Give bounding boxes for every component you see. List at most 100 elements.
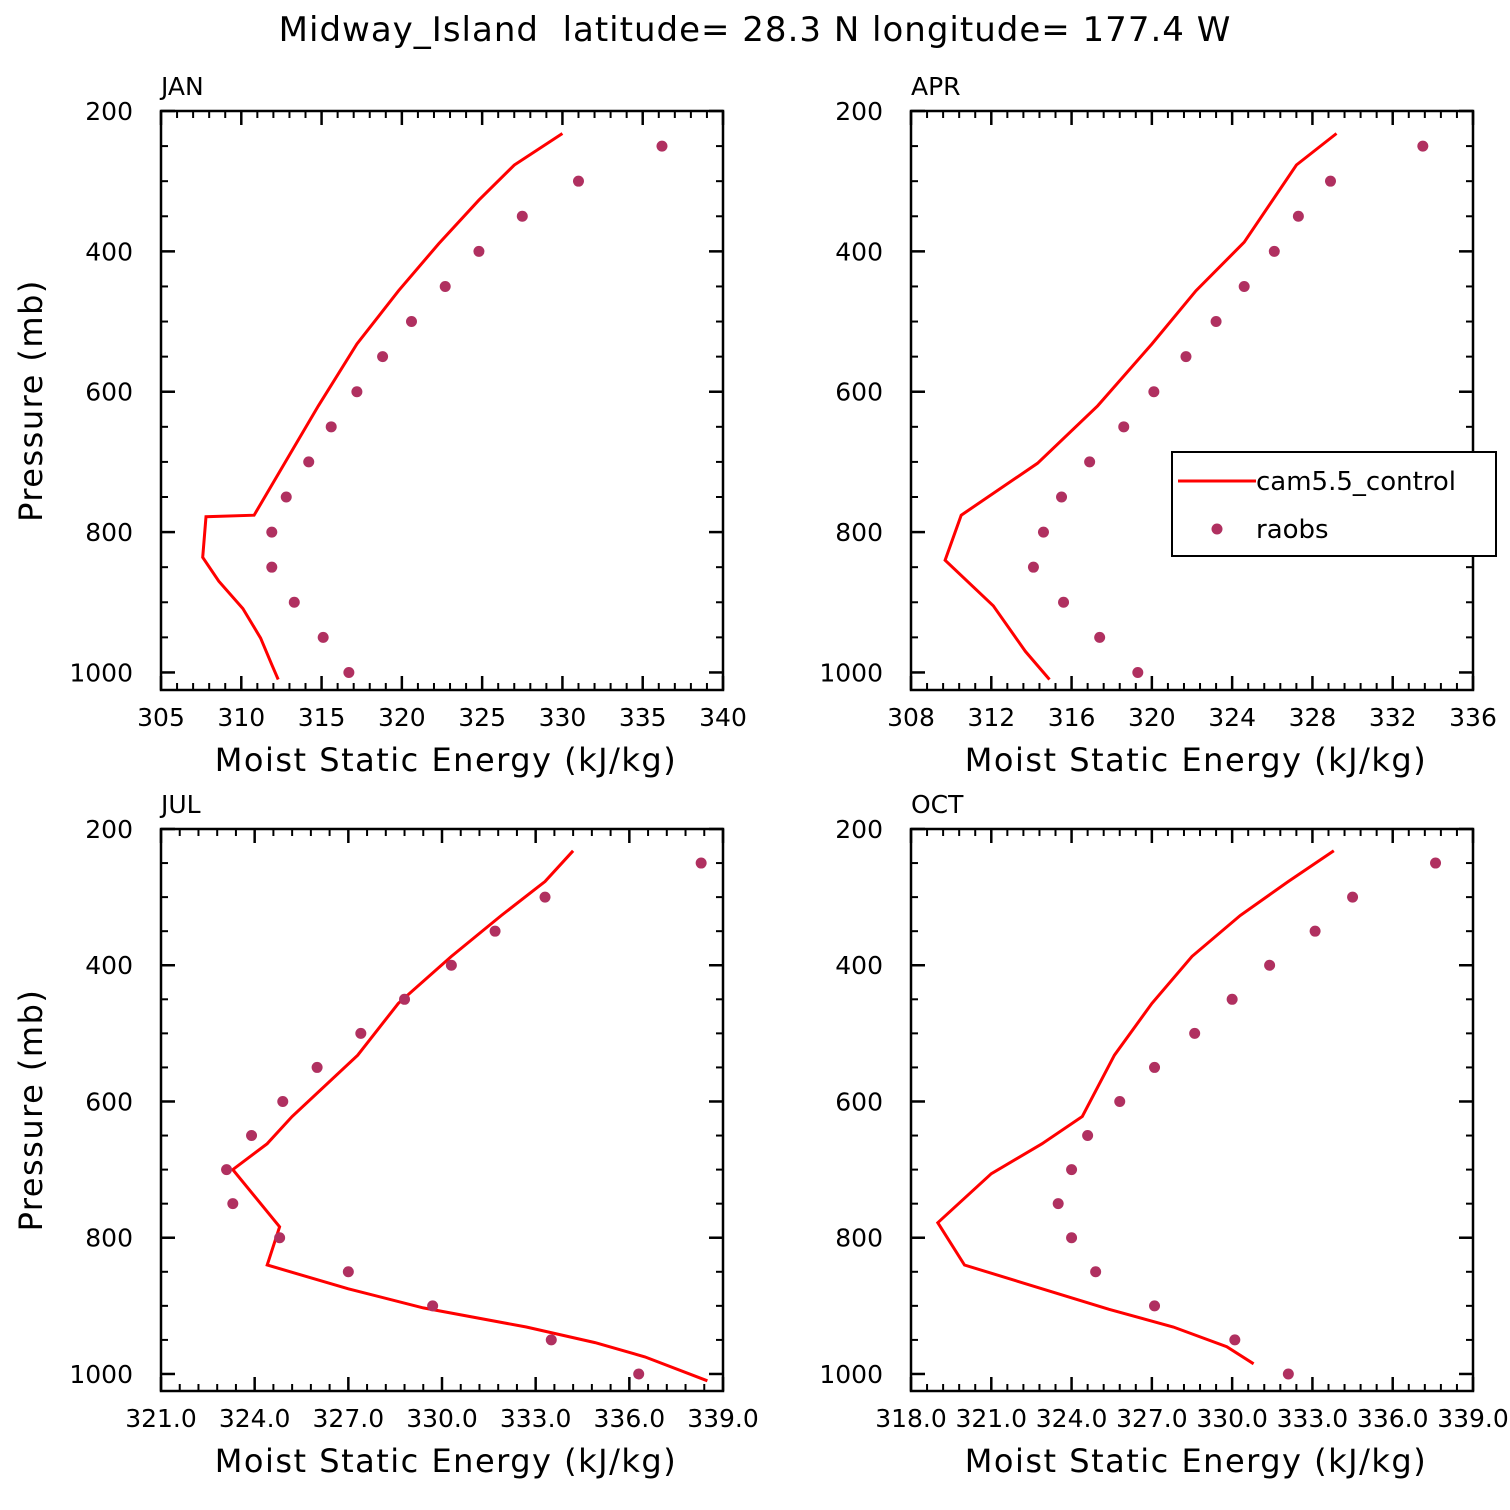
data-point-raobs <box>1027 561 1039 573</box>
plot-frame <box>909 827 1475 1393</box>
data-point-raobs <box>489 925 501 937</box>
data-point-raobs <box>1264 959 1276 971</box>
series-line-cam5.5_control <box>935 849 1335 1366</box>
data-point-raobs <box>1292 210 1304 222</box>
data-point-raobs <box>227 1198 239 1210</box>
x-tick-label: 305 <box>137 703 185 732</box>
data-point-raobs <box>343 666 355 678</box>
figure-title: Midway_Island latitude= 28.3 N longitude… <box>278 10 1232 50</box>
x-tick-label: 339.0 <box>687 1404 759 1433</box>
panel-apr: 308 312 316 320 324 328 332 336 200 400 600 800 1000… <box>819 72 1497 779</box>
x-axis-label: Moist Static Energy (kJ/kg) <box>965 1442 1427 1480</box>
data-point-raobs <box>1210 316 1222 328</box>
series-line-cam5.5_control <box>230 849 708 1383</box>
x-tick-label: 327.0 <box>1116 1404 1188 1433</box>
x-tick-label: 312 <box>967 703 1015 732</box>
y-tick-label: 800 <box>85 1224 133 1253</box>
series-line-cam5.5_control <box>201 132 564 681</box>
x-tick-label: 308 <box>887 703 935 732</box>
panel-jan: 305 310 315 320 325 330 335 340 200 400 600 800 1000… <box>12 72 747 779</box>
data-point-raobs <box>317 631 329 643</box>
data-point-raobs <box>1094 631 1106 643</box>
x-axis-label: Moist Static Energy (kJ/kg) <box>215 741 677 779</box>
data-point-raobs <box>1189 1027 1201 1039</box>
data-point-raobs <box>427 1300 439 1312</box>
data-point-raobs <box>1052 1198 1064 1210</box>
data-point-raobs <box>1058 596 1070 608</box>
y-tick-label: 1000 <box>69 1360 133 1389</box>
data-point-raobs <box>1226 993 1238 1005</box>
x-tick-label: 335 <box>619 703 667 732</box>
y-tick-label: 200 <box>85 97 133 126</box>
x-tick-label: 336 <box>1449 703 1497 732</box>
x-tick-label: 324.0 <box>1036 1404 1108 1433</box>
data-point-raobs <box>1149 1061 1161 1073</box>
data-point-raobs <box>274 1232 286 1244</box>
data-point-raobs <box>1114 1095 1126 1107</box>
data-point-raobs <box>288 596 300 608</box>
y-tick-label: 800 <box>835 518 883 547</box>
panel-label: JUL <box>159 790 201 819</box>
data-point-raobs <box>303 456 315 468</box>
x-tick-label: 316 <box>1048 703 1096 732</box>
data-point-raobs <box>439 280 451 292</box>
x-tick-label: 321.0 <box>955 1404 1027 1433</box>
data-point-raobs <box>405 316 417 328</box>
data-point-raobs <box>1066 1232 1078 1244</box>
y-tick-label: 200 <box>85 815 133 844</box>
y-tick-label: 800 <box>835 1224 883 1253</box>
y-tick-label: 400 <box>85 951 133 980</box>
data-point-raobs <box>473 245 485 257</box>
y-tick-label: 400 <box>835 237 883 266</box>
data-point-raobs <box>1148 386 1160 398</box>
x-tick-label: 324.0 <box>219 1404 291 1433</box>
data-point-raobs <box>516 210 528 222</box>
series-line-cam5.5_control <box>943 132 1338 681</box>
data-point-raobs <box>277 1095 289 1107</box>
x-tick-label: 320 <box>378 703 426 732</box>
data-point-raobs <box>311 1061 323 1073</box>
x-tick-label: 330.0 <box>406 1404 478 1433</box>
legend-label: cam5.5_control <box>1256 467 1456 497</box>
data-point-raobs <box>1268 245 1280 257</box>
plot-frame <box>159 109 725 692</box>
x-tick-label: 324 <box>1208 703 1256 732</box>
y-tick-label: 1000 <box>69 658 133 687</box>
data-point-raobs <box>246 1130 258 1142</box>
legend-label: raobs <box>1256 515 1329 545</box>
data-point-raobs <box>1090 1266 1102 1278</box>
y-tick-label: 600 <box>85 1087 133 1116</box>
data-point-raobs <box>377 351 389 363</box>
y-tick-label: 800 <box>85 518 133 547</box>
data-point-raobs <box>1082 1130 1094 1142</box>
x-tick-label: 336.0 <box>1357 1404 1429 1433</box>
x-tick-label: 333.0 <box>1277 1404 1349 1433</box>
data-point-raobs <box>1347 891 1359 903</box>
panel-label: OCT <box>911 790 964 819</box>
x-tick-label: 325 <box>458 703 506 732</box>
data-point-raobs <box>633 1368 645 1380</box>
legend-marker-swatch <box>1211 523 1223 535</box>
x-tick-label: 336.0 <box>594 1404 666 1433</box>
x-tick-label: 315 <box>298 703 346 732</box>
y-tick-label: 200 <box>835 815 883 844</box>
x-tick-label: 320 <box>1128 703 1176 732</box>
data-point-raobs <box>399 993 411 1005</box>
data-point-raobs <box>1417 140 1429 152</box>
data-point-raobs <box>1229 1334 1241 1346</box>
legend-box <box>1171 451 1497 557</box>
data-point-raobs <box>355 1027 367 1039</box>
y-tick-label: 200 <box>835 97 883 126</box>
data-point-raobs <box>545 1334 557 1346</box>
y-axis-label: Pressure (mb) <box>12 989 50 1232</box>
data-point-raobs <box>539 891 551 903</box>
x-axis-label: Moist Static Energy (kJ/kg) <box>965 741 1427 779</box>
x-tick-label: 310 <box>217 703 265 732</box>
data-point-raobs <box>1238 280 1250 292</box>
data-point-raobs <box>1132 666 1144 678</box>
data-point-raobs <box>221 1164 233 1176</box>
panel-label: JAN <box>159 72 204 101</box>
data-point-raobs <box>1309 925 1321 937</box>
data-point-raobs <box>266 526 278 538</box>
